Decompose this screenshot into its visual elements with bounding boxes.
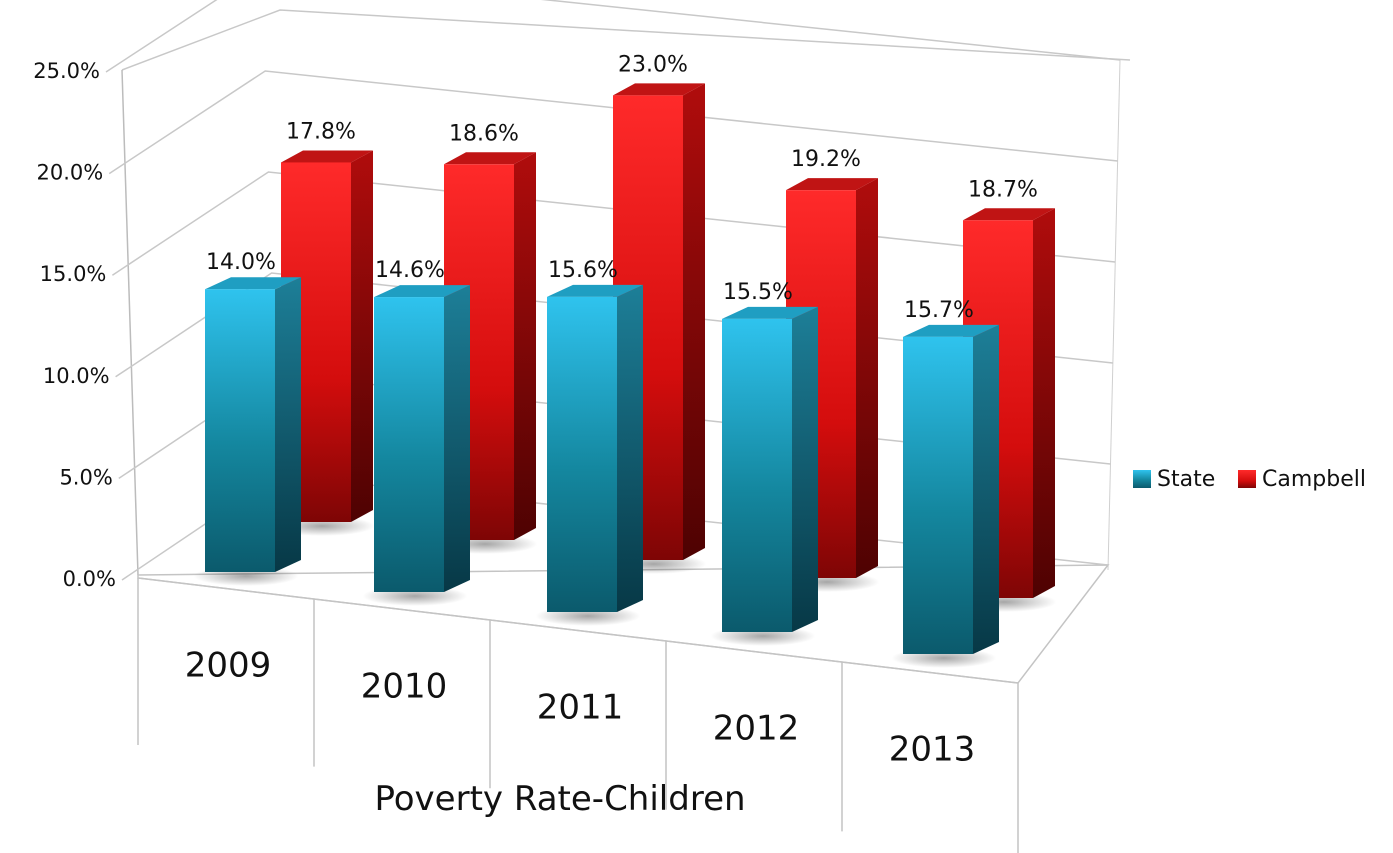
bar-state	[535, 284, 643, 626]
data-label-campbell: 23.0%	[618, 52, 688, 77]
category-label: 2010	[361, 667, 448, 707]
gridline	[108, 70, 1118, 175]
data-label-campbell: 18.7%	[968, 177, 1038, 202]
category-label: 2009	[185, 646, 272, 686]
y-tick-label: 5.0%	[59, 465, 112, 489]
category-label: 2013	[889, 730, 976, 770]
bar-state	[710, 306, 818, 646]
bar-state	[891, 324, 999, 668]
bars	[193, 83, 1057, 668]
legend-swatch-state	[1133, 470, 1151, 488]
data-label-state: 14.6%	[375, 258, 445, 283]
data-label-campbell: 18.6%	[449, 121, 519, 146]
y-tick-label: 15.0%	[40, 262, 107, 286]
y-tick-label: 0.0%	[63, 567, 116, 591]
y-tick-label: 20.0%	[36, 161, 103, 185]
bar-state	[193, 277, 301, 586]
back-wall-top-edge	[121, 9, 1131, 71]
y-tick-label: 25.0%	[33, 59, 100, 83]
category-label: 2011	[537, 688, 624, 728]
bar-state	[362, 285, 470, 606]
back-wall-right-edge	[1107, 59, 1121, 571]
labels: 0.0% 5.0% 10.0% 15.0% 20.0% 25.0% 2009 2010 2011…	[33, 52, 1038, 819]
legend-label-campbell: Campbell	[1262, 467, 1366, 492]
category-label: 2012	[713, 709, 800, 749]
data-label-state: 15.7%	[904, 298, 974, 323]
x-axis-title: Poverty Rate-Children	[374, 779, 745, 819]
y-tick-label: 10.0%	[43, 364, 110, 388]
data-label-state: 15.6%	[548, 258, 618, 283]
data-label-campbell: 17.8%	[286, 119, 356, 144]
value-axis-line	[121, 69, 139, 576]
legend: State Campbell	[1133, 467, 1366, 492]
legend-swatch-campbell	[1238, 470, 1256, 488]
data-label-state: 14.0%	[206, 250, 276, 275]
gridline	[105, 0, 1121, 73]
data-label-state: 15.5%	[723, 280, 793, 305]
bar-campbell	[432, 152, 538, 554]
legend-label-state: State	[1157, 467, 1215, 492]
category-axis-line	[137, 577, 1019, 684]
data-label-campbell: 19.2%	[791, 147, 861, 172]
